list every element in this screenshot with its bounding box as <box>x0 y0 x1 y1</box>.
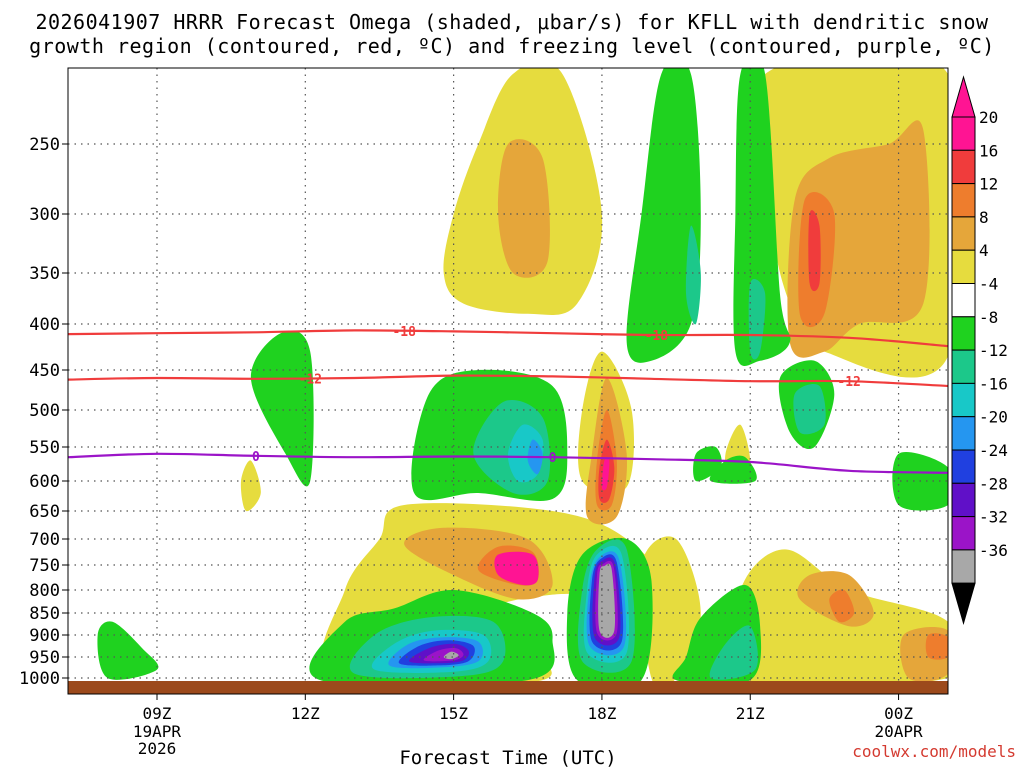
chart-title-line-2: growth region (contoured, red, ºC) and f… <box>29 34 995 58</box>
colorbar: 20 16 12 8 4 -4 -8 -12 -16 -20 -24 -28 -32 -36 <box>951 75 1008 626</box>
colorbar-band-6 <box>951 316 976 351</box>
colorbar-bottom-arrow <box>951 582 976 626</box>
colorbar-band-11 <box>951 482 976 518</box>
y-tick-label-750: 750 <box>29 556 60 576</box>
x-tick-label-15Z: 15Z <box>439 704 468 723</box>
omega-region-neg4 <box>626 68 701 363</box>
colorbar-band-10 <box>951 449 976 484</box>
x-axis-title: Forecast Time (UTC) <box>399 747 616 768</box>
omega-region-20 <box>601 457 610 491</box>
y-tick-label-950: 950 <box>29 648 60 668</box>
omega-shaded-regions <box>97 68 948 681</box>
contour-freezing_level <box>68 452 948 474</box>
colorbar-band-3 <box>951 216 976 251</box>
y-tick-label-1000: 1000 <box>19 669 60 689</box>
x-tick-label-18Z: 18Z <box>587 704 616 723</box>
colorbar-band-7 <box>951 349 976 384</box>
y-tick-label-650: 650 <box>29 502 60 522</box>
omega-region-neg4 <box>892 452 948 511</box>
colorbar-label-neg36: -36 <box>979 541 1008 560</box>
omega-region-4 <box>640 536 701 681</box>
colorbar-band-8 <box>951 382 976 418</box>
omega-region-neg8 <box>709 625 758 680</box>
y-axis: 2503003504004505005506006507007508008509… <box>19 135 68 689</box>
colorbar-label-neg4: -4 <box>979 275 998 294</box>
y-tick-label-550: 550 <box>29 438 60 458</box>
colorbar-band-5 <box>951 283 976 318</box>
omega-region-20 <box>494 551 539 586</box>
x-tick-date-19APR: 19APR <box>133 722 182 741</box>
y-tick-label-500: 500 <box>29 401 60 421</box>
colorbar-band-0 <box>951 116 976 151</box>
colorbar-label-neg16: -16 <box>979 374 1008 393</box>
contour-label-dgz_bottom-1: -12 <box>837 375 860 390</box>
y-tick-label-300: 300 <box>29 205 60 225</box>
x-tick-year: 2026 <box>138 739 177 758</box>
x-tick-label-09Z: 09Z <box>143 704 172 723</box>
y-tick-label-400: 400 <box>29 315 60 335</box>
ground-surface <box>68 681 948 694</box>
colorbar-label-neg20: -20 <box>979 408 1008 427</box>
x-tick-date-20APR: 20APR <box>874 722 923 741</box>
omega-region-neg4 <box>733 68 791 366</box>
x-tick-label-12Z: 12Z <box>291 704 320 723</box>
y-tick-label-850: 850 <box>29 604 60 624</box>
y-tick-label-250: 250 <box>29 135 60 155</box>
contour-label-freezing_level-1: 0 <box>549 451 557 466</box>
omega-region-4 <box>240 460 261 512</box>
x-tick-label-00Z: 00Z <box>884 704 913 723</box>
y-tick-label-450: 450 <box>29 361 60 381</box>
colorbar-band-2 <box>951 183 976 218</box>
colorbar-label-neg28: -28 <box>979 474 1008 493</box>
plot-frame <box>67 67 949 695</box>
contour-label-freezing_level-0: 0 <box>252 450 260 465</box>
y-tick-label-350: 350 <box>29 264 60 284</box>
colorbar-top-arrow <box>951 75 976 118</box>
contour-label-dgz_bottom-0: -12 <box>299 372 322 387</box>
omega-region-12 <box>925 633 948 660</box>
colorbar-label-4: 4 <box>979 241 989 260</box>
colorbar-band-13 <box>951 549 976 584</box>
colorbar-label-8: 8 <box>979 208 989 227</box>
contour-dgz_top <box>68 329 948 348</box>
colorbar-label-neg12: -12 <box>979 341 1008 360</box>
y-tick-label-800: 800 <box>29 581 60 601</box>
colorbar-label-neg32: -32 <box>979 508 1008 527</box>
contour-label-dgz_top-0: -18 <box>392 325 416 340</box>
omega-region-neg4 <box>97 621 159 680</box>
omega-region-neg8 <box>685 225 701 325</box>
website-credit: coolwx.com/models <box>852 742 1016 761</box>
omega-region-neg32 <box>443 651 459 660</box>
colorbar-label-20: 20 <box>979 108 998 127</box>
omega-region-8 <box>497 139 550 278</box>
colorbar-band-1 <box>951 149 976 185</box>
chart-title-line-1: 2026041907 HRRR Forecast Omega (shaded, … <box>35 10 989 34</box>
y-tick-label-700: 700 <box>29 530 60 550</box>
colorbar-band-4 <box>951 249 976 284</box>
y-tick-label-600: 600 <box>29 472 60 492</box>
contour-label-dgz_top-1: -18 <box>645 329 669 344</box>
omega-region-neg8 <box>748 278 766 360</box>
colorbar-label-neg8: -8 <box>979 308 998 327</box>
colorbar-label-16: 16 <box>979 141 998 160</box>
y-tick-label-900: 900 <box>29 626 60 646</box>
contour-dgz_bottom <box>68 374 948 388</box>
omega-region-neg4 <box>250 330 314 487</box>
colorbar-label-12: 12 <box>979 175 998 194</box>
colorbar-band-12 <box>951 516 976 551</box>
x-tick-label-21Z: 21Z <box>736 704 765 723</box>
colorbar-band-9 <box>951 416 976 451</box>
omega-region-neg8 <box>793 384 826 435</box>
colorbar-label-neg24: -24 <box>979 441 1008 460</box>
omega-region-16 <box>808 210 821 292</box>
temperature-contours: -18 -18 -12 -12 0 0 <box>68 325 948 474</box>
omega-region-12 <box>829 589 855 623</box>
